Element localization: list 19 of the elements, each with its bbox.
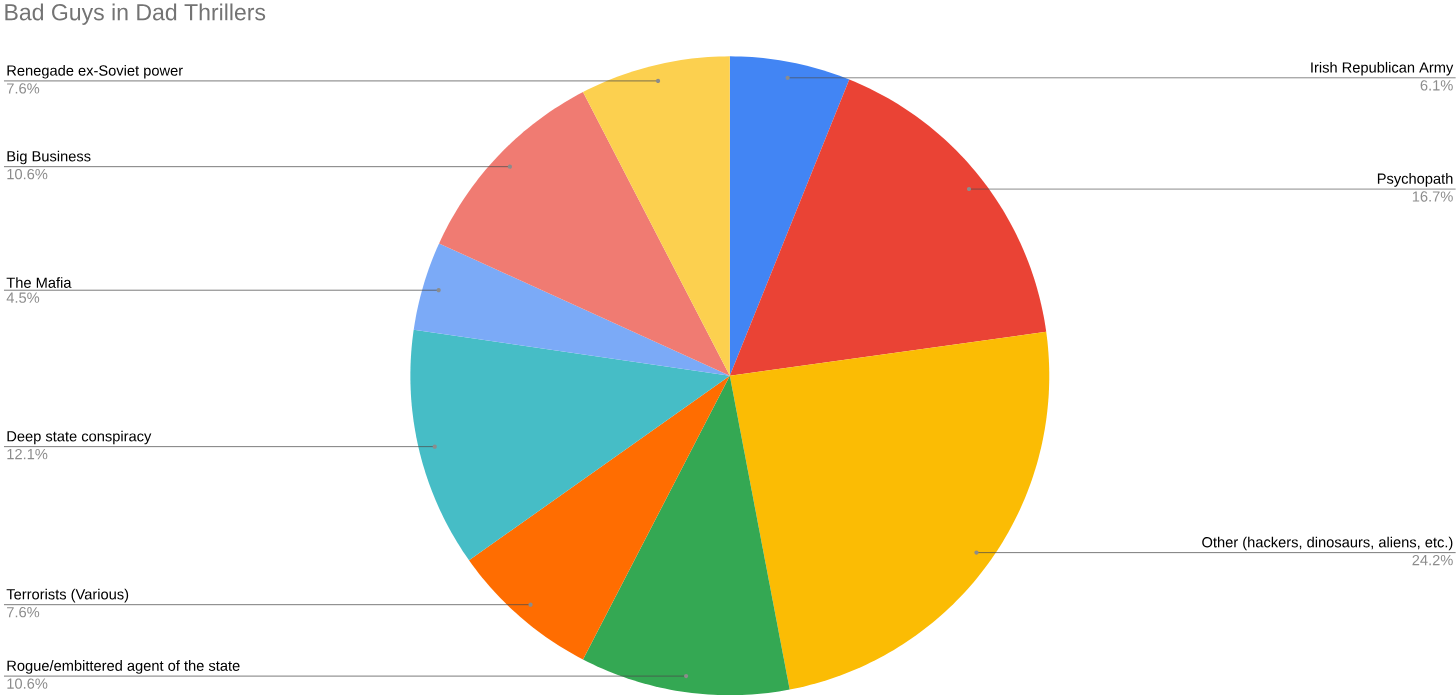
data-label: 6.1% — [1420, 80, 1453, 91]
slice-label: Irish Republican Army — [1311, 61, 1454, 76]
slice-label: Rogue/embittered agent of the state — [7, 660, 240, 674]
data-label: 10.6% — [7, 678, 48, 689]
slice-label: Deep state conspiracy — [7, 430, 152, 445]
slice-label: Big Business — [7, 150, 91, 165]
slice-label: Other (hackers, dinosaurs, aliens, etc.) — [1202, 536, 1453, 551]
slice-label: Renegade ex-Soviet power — [7, 64, 183, 79]
slice-label: Psychopath — [1377, 172, 1453, 187]
data-label: 7.6% — [7, 83, 40, 94]
chart-title: Bad Guys in Dad Thrillers — [5, 3, 266, 25]
slice-label: Terrorists (Various) — [6, 588, 129, 603]
data-label: 4.5% — [6, 292, 40, 303]
data-label: 7.6% — [7, 606, 40, 618]
data-label: 16.7% — [1412, 191, 1453, 202]
data-label: 24.2% — [1412, 554, 1453, 566]
data-label: 12.1% — [7, 448, 48, 460]
slice-label: The Mafia — [6, 277, 72, 288]
data-label: 10.6% — [7, 168, 48, 180]
